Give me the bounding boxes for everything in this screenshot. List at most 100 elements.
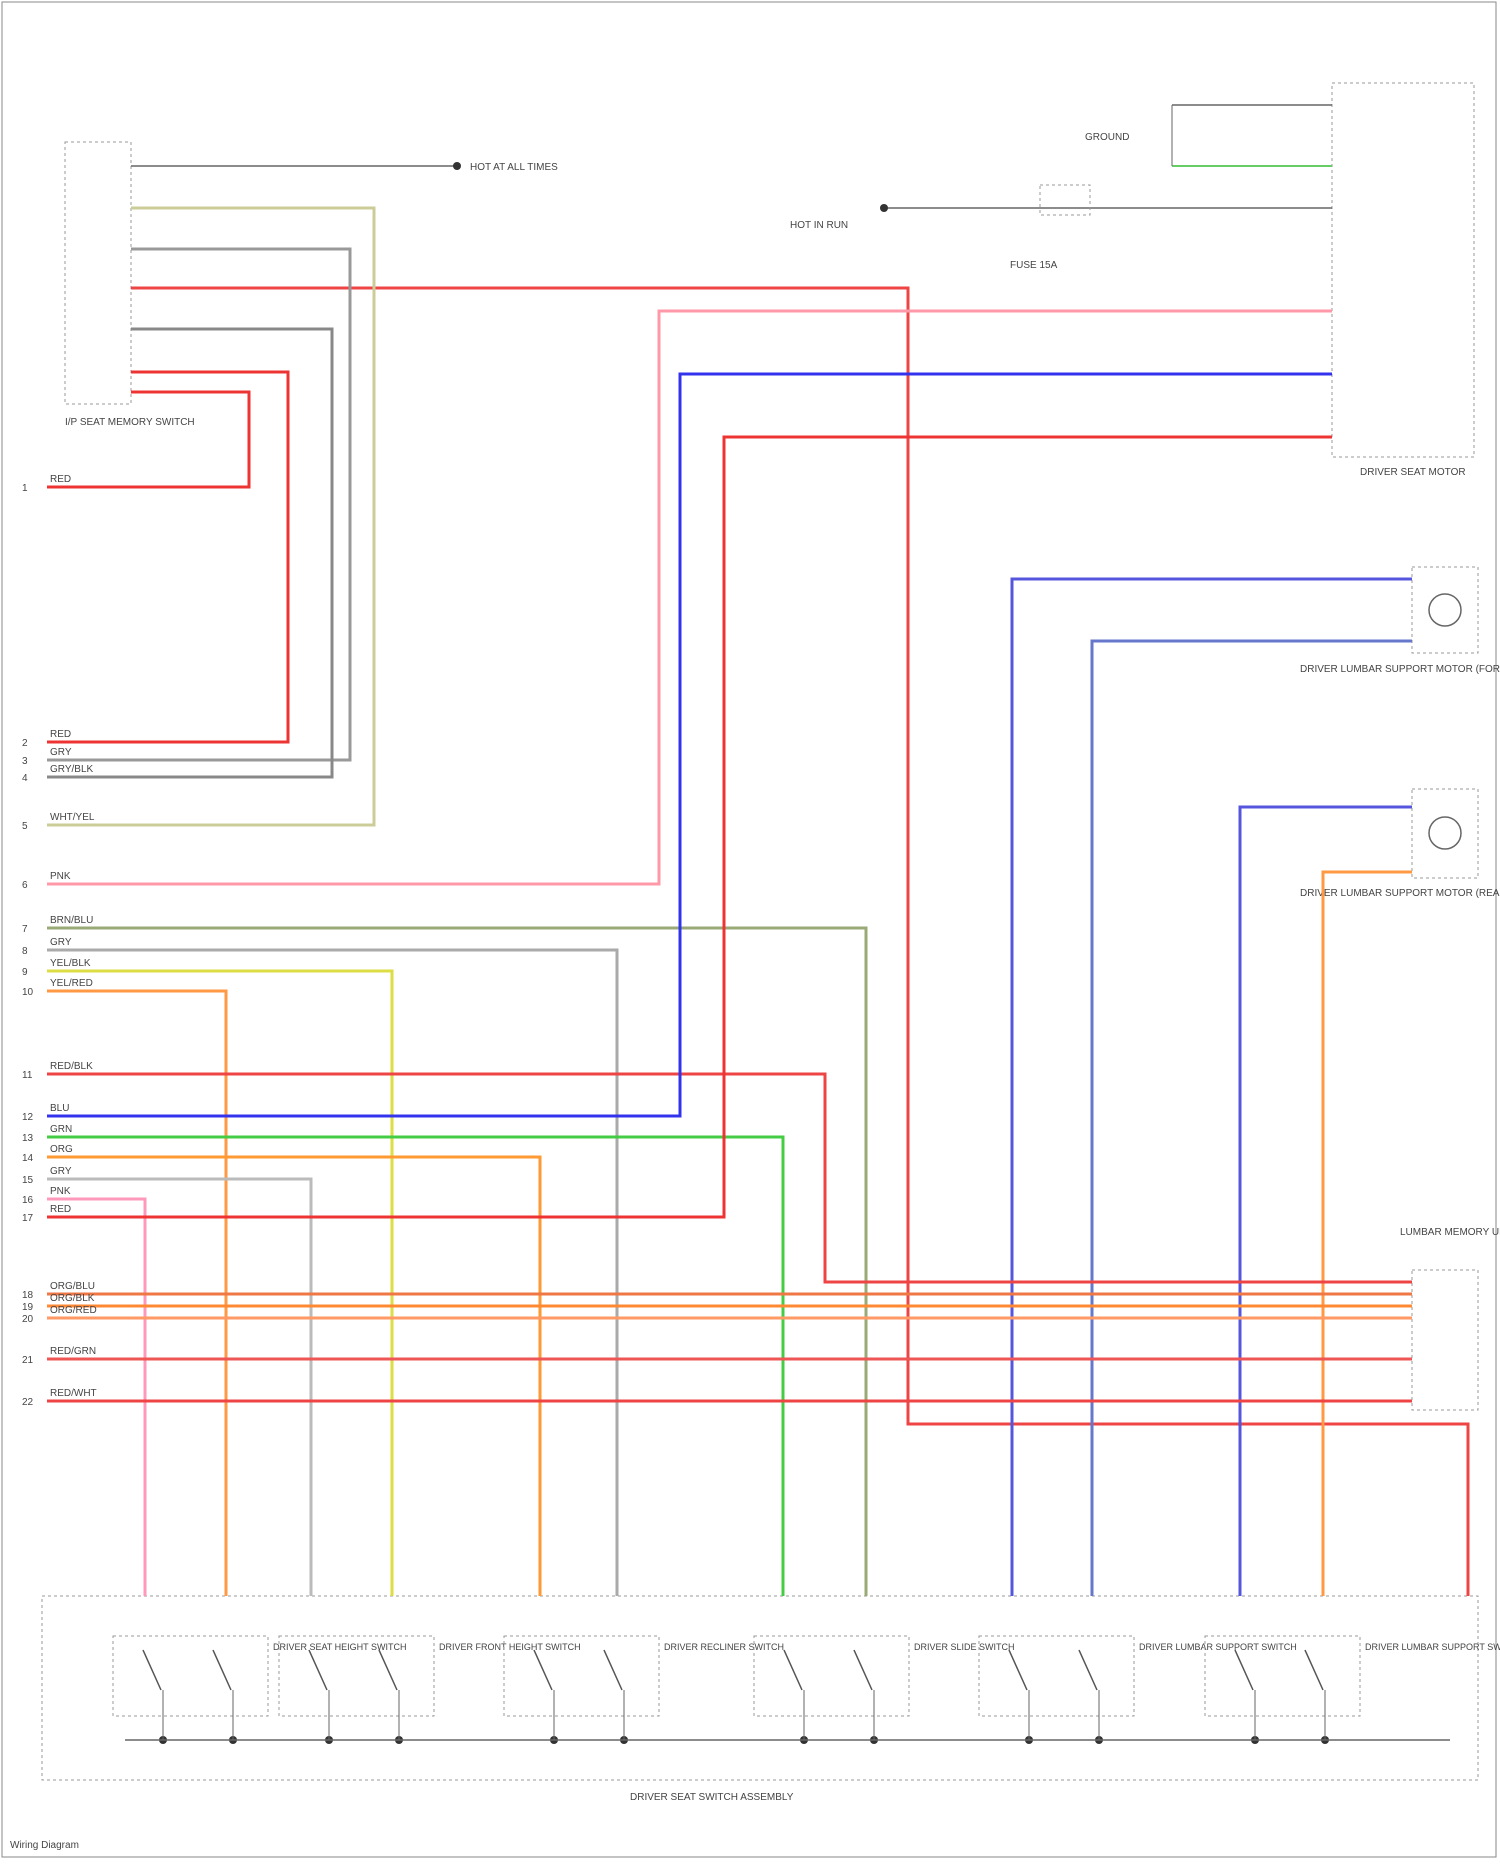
switch-contact bbox=[853, 1649, 873, 1691]
pin-number: 13 bbox=[22, 1133, 34, 1144]
left-connector bbox=[64, 141, 132, 405]
wire bbox=[47, 435, 1332, 1219]
switch-box bbox=[753, 1635, 910, 1717]
switch-contact bbox=[378, 1649, 398, 1691]
switch-box bbox=[503, 1635, 660, 1717]
wire-color: GRN bbox=[50, 1124, 72, 1135]
wire bbox=[47, 206, 376, 827]
wire-color: ORG bbox=[50, 1144, 73, 1155]
switch-label: DRIVER SEAT HEIGHT SWITCH bbox=[273, 1642, 407, 1652]
switch-label: DRIVER FRONT HEIGHT SWITCH bbox=[439, 1642, 581, 1652]
hot-right: HOT IN RUN bbox=[790, 220, 848, 231]
wire-color: GRY bbox=[50, 1166, 72, 1177]
pin-number: 2 bbox=[22, 738, 28, 749]
switch-assembly-label: DRIVER SEAT SWITCH ASSEMBLY bbox=[630, 1792, 794, 1803]
lumbar-fwd-box bbox=[1411, 566, 1479, 654]
wire-color: RED bbox=[50, 729, 71, 740]
pin-number: 15 bbox=[22, 1175, 34, 1186]
wire-color: RED bbox=[50, 1204, 71, 1215]
wire-color: ORG/RED bbox=[50, 1305, 97, 1316]
wire bbox=[47, 989, 228, 1596]
wire bbox=[47, 969, 394, 1596]
wire bbox=[1010, 577, 1412, 1596]
pin-number: 19 bbox=[22, 1302, 34, 1313]
wire bbox=[1321, 870, 1412, 1596]
lumbar-fwd-label: DRIVER LUMBAR SUPPORT MOTOR (FORWARD) bbox=[1300, 664, 1500, 675]
switch-contact bbox=[142, 1649, 162, 1691]
switch-contact bbox=[1008, 1649, 1028, 1691]
wire-color: PNK bbox=[50, 1186, 71, 1197]
wire-color: RED/BLK bbox=[50, 1061, 93, 1072]
seat-motor-label: DRIVER SEAT MOTOR bbox=[1360, 467, 1466, 478]
wire-color: GRY bbox=[50, 747, 72, 758]
pin-number: 7 bbox=[22, 924, 28, 935]
splice bbox=[880, 204, 888, 212]
pin-number: 21 bbox=[22, 1355, 34, 1366]
pin-number: 16 bbox=[22, 1195, 34, 1206]
wire-color: BRN/BLU bbox=[50, 915, 93, 926]
pin-number: 14 bbox=[22, 1153, 34, 1164]
switch-box bbox=[1204, 1635, 1361, 1717]
footer: Wiring Diagram bbox=[10, 1840, 79, 1851]
pin-number: 17 bbox=[22, 1213, 34, 1224]
pin-number: 12 bbox=[22, 1112, 34, 1123]
switch-contact bbox=[308, 1649, 328, 1691]
switch-contact bbox=[603, 1649, 623, 1691]
wire-color: YEL/BLK bbox=[50, 958, 91, 969]
switch-label: DRIVER RECLINER SWITCH bbox=[664, 1642, 784, 1652]
wire-color: PNK bbox=[50, 871, 71, 882]
pin-number: 5 bbox=[22, 821, 28, 832]
pin-number: 8 bbox=[22, 946, 28, 957]
left-connector-label: I/P SEAT MEMORY SWITCH bbox=[65, 417, 195, 428]
wire bbox=[47, 372, 1332, 1118]
wire bbox=[47, 1135, 785, 1596]
pin-number: 1 bbox=[22, 483, 28, 494]
wire-color: ORG/BLK bbox=[50, 1293, 95, 1304]
switch-box bbox=[278, 1635, 435, 1717]
motor-icon bbox=[1428, 816, 1462, 850]
wire bbox=[47, 247, 352, 762]
wire bbox=[1238, 805, 1412, 1596]
pin-number: 6 bbox=[22, 880, 28, 891]
wire bbox=[47, 1155, 542, 1596]
wire-color: YEL/RED bbox=[50, 978, 93, 989]
wire bbox=[47, 1072, 1412, 1284]
wire bbox=[1090, 639, 1412, 1596]
pin-number: 10 bbox=[22, 987, 34, 998]
splice bbox=[453, 162, 461, 170]
switch-label: DRIVER SLIDE SWITCH bbox=[914, 1642, 1015, 1652]
fuse: FUSE 15A bbox=[1010, 260, 1058, 271]
pin-number: 22 bbox=[22, 1397, 34, 1408]
wire-color: GRY/BLK bbox=[50, 764, 93, 775]
wire bbox=[47, 1197, 147, 1596]
seat-motor-box bbox=[1331, 82, 1475, 458]
wire-color: ORG/BLU bbox=[50, 1281, 95, 1292]
pin-number: 11 bbox=[22, 1070, 33, 1081]
pin-number: 9 bbox=[22, 967, 28, 978]
wire bbox=[47, 327, 334, 779]
lumbar-rear-label: DRIVER LUMBAR SUPPORT MOTOR (REARWARD) bbox=[1300, 888, 1500, 899]
wire bbox=[47, 948, 619, 1596]
pin-number: 3 bbox=[22, 756, 28, 767]
wire-color: BLU bbox=[50, 1103, 69, 1114]
memory-unit-box bbox=[1411, 1269, 1479, 1411]
wire-color: RED/GRN bbox=[50, 1346, 96, 1357]
switch-box bbox=[112, 1635, 269, 1717]
wire-color: RED bbox=[50, 474, 71, 485]
hot-left: HOT AT ALL TIMES bbox=[470, 162, 558, 173]
wire bbox=[47, 370, 290, 744]
switch-contact bbox=[1078, 1649, 1098, 1691]
pin-number: 18 bbox=[22, 1290, 34, 1301]
wire-color: GRY bbox=[50, 937, 72, 948]
wire-color: RED/WHT bbox=[50, 1388, 97, 1399]
wire bbox=[131, 286, 1470, 1596]
memory-unit-label: LUMBAR MEMORY UNIT bbox=[1400, 1227, 1500, 1238]
switch-box bbox=[978, 1635, 1135, 1717]
switch-label: DRIVER LUMBAR SUPPORT SWITCH bbox=[1139, 1642, 1297, 1652]
ground: GROUND bbox=[1085, 132, 1129, 143]
pin-number: 4 bbox=[22, 773, 28, 784]
switch-contact bbox=[1234, 1649, 1254, 1691]
pin-number: 20 bbox=[22, 1314, 34, 1325]
